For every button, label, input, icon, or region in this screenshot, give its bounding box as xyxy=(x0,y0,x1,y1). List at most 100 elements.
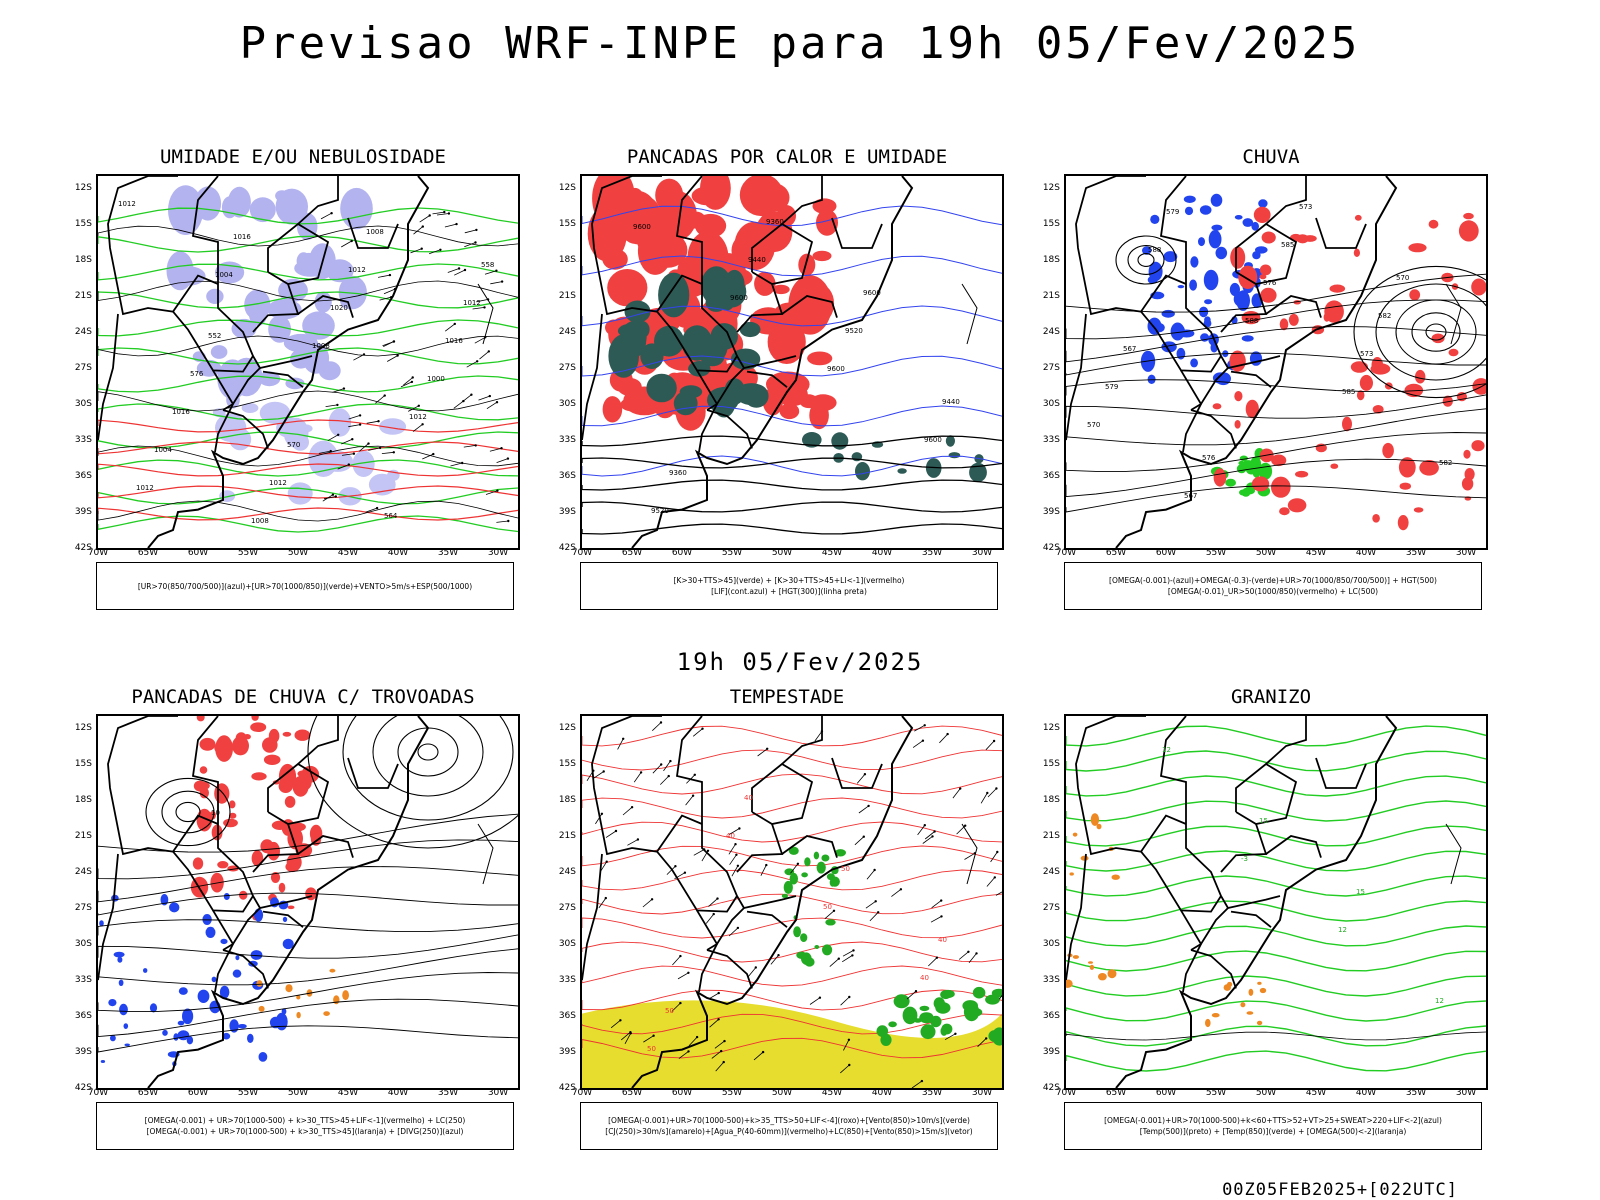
wind-vector xyxy=(436,213,449,216)
rain-red-area xyxy=(1260,287,1277,303)
wind-vector xyxy=(476,299,489,303)
lat-tick-label: 33S xyxy=(74,435,92,445)
lat-tick-label: 12S xyxy=(558,183,576,193)
streamline xyxy=(342,716,514,821)
map-frame: 40 50 40 50 40 50 40 50 xyxy=(580,714,1004,1090)
lon-tick-label: 50W xyxy=(771,548,793,558)
wind-vector xyxy=(432,452,435,456)
wind-vector xyxy=(843,1039,850,1051)
wind850-green-area xyxy=(788,846,799,855)
contour-label: 570 xyxy=(1087,421,1100,429)
wind-vector xyxy=(663,760,671,772)
contour-label: 1016 xyxy=(445,337,463,345)
thickness-red-contour xyxy=(98,463,518,477)
contour-labels: 10 xyxy=(211,809,220,817)
wind-vector xyxy=(731,865,739,877)
storm-red-area xyxy=(196,716,205,722)
humidity-green-contour xyxy=(98,263,518,281)
rain-red-area xyxy=(1409,289,1421,301)
divergence-blue-area xyxy=(143,968,148,973)
wind-vector xyxy=(944,1033,956,1041)
humidity-blue-area xyxy=(283,333,318,353)
panel-title: CHUVA xyxy=(1242,146,1300,168)
omega500-orange-area xyxy=(1088,961,1093,964)
humidity-blue-area xyxy=(230,357,263,397)
rain-red-area xyxy=(1324,300,1344,323)
contour-label: 1016 xyxy=(233,233,251,241)
contour-label: 9520 xyxy=(651,507,669,515)
divergence-blue-area xyxy=(232,969,242,978)
wind850-green-area xyxy=(793,926,801,938)
thickness-red-contour xyxy=(98,507,518,521)
wind-vector xyxy=(475,228,478,232)
wind850-green-area xyxy=(783,894,788,897)
contour-label: 588 xyxy=(1148,246,1161,254)
wind-vector xyxy=(454,269,466,276)
humidity-green-contour xyxy=(98,459,518,477)
rain-red-area xyxy=(1271,454,1287,467)
omega-blue-area xyxy=(1177,285,1185,289)
lat-tick-label: 15S xyxy=(558,759,576,769)
thickness-red-contour xyxy=(98,485,518,499)
lat-tick-label: 33S xyxy=(558,975,576,985)
rain-red-area xyxy=(1259,274,1267,280)
humidity-blue-area xyxy=(268,315,291,343)
borders-layer xyxy=(582,176,978,548)
contour-labels: 588 588 585 582 579 576 573 570 567 585 582 579 576 5… xyxy=(1087,203,1452,500)
lon-tick-label: 50W xyxy=(287,1088,309,1098)
streamline xyxy=(98,998,518,1038)
omega-blue-area xyxy=(1161,309,1175,318)
lon-tick-label: 70W xyxy=(87,1088,109,1098)
streamline xyxy=(175,801,201,823)
wind-vector xyxy=(352,452,356,455)
omega500-orange-area xyxy=(1072,955,1079,959)
wind-vector xyxy=(995,787,998,790)
divergence-blue-area xyxy=(119,1003,128,1016)
state-border xyxy=(831,757,883,789)
streamline xyxy=(98,948,518,986)
lat-tick-label: 30S xyxy=(558,399,576,409)
humidity-blue-area xyxy=(206,288,224,304)
instability-red-area xyxy=(636,216,679,245)
wind-vector xyxy=(421,225,424,228)
divergence-blue-area xyxy=(178,987,188,995)
lat-tick-label: 18S xyxy=(558,795,576,805)
divergence-blue-area xyxy=(229,1019,239,1033)
wind-vector xyxy=(705,913,715,924)
lat-tick-label: 30S xyxy=(74,939,92,949)
lon-tick-label: 55W xyxy=(237,1088,259,1098)
wind-vector xyxy=(964,824,967,827)
wind-vector xyxy=(428,249,441,255)
state-border xyxy=(1075,176,1187,316)
divergence-blue-area xyxy=(108,999,117,1007)
wind-vector xyxy=(358,414,362,417)
rain-red-area xyxy=(1350,361,1368,373)
wind-vector xyxy=(761,1050,765,1054)
storm-orange-area xyxy=(296,995,301,1000)
rain-red-area xyxy=(1371,357,1384,373)
wind850-green-area xyxy=(880,1033,892,1046)
wind850-green-area xyxy=(930,1015,942,1028)
lon-tick-label: 60W xyxy=(187,1088,209,1098)
hgt300-contour xyxy=(582,435,1002,447)
precip-water-contour xyxy=(582,965,1002,987)
contour-label: 40 xyxy=(726,832,735,840)
legend-line: [OMEGA(-0.001) + UR>70(1000-500) + k>30_… xyxy=(146,1127,464,1136)
omega-blue-area xyxy=(1183,195,1196,203)
instability-green-area xyxy=(624,300,651,323)
wind-vector xyxy=(914,990,918,993)
omega500-orange-area xyxy=(1098,973,1107,981)
storm-orange-area xyxy=(333,995,340,1005)
rain-red-area xyxy=(1431,333,1445,344)
wind850-green-area xyxy=(972,986,986,999)
wind-vector xyxy=(642,898,653,908)
legend-line: [OMEGA(-0.01)_UR>50(1000/850)(vermelho) … xyxy=(1167,587,1379,596)
panel-title: TEMPESTADE xyxy=(729,686,845,708)
wind-vector xyxy=(814,731,823,742)
state-border xyxy=(743,355,797,369)
wind-vector xyxy=(461,461,464,465)
state-border xyxy=(1265,295,1322,318)
lat-tick-label: 30S xyxy=(558,939,576,949)
wind-vector xyxy=(736,926,740,930)
rain-red-area xyxy=(1295,470,1309,478)
